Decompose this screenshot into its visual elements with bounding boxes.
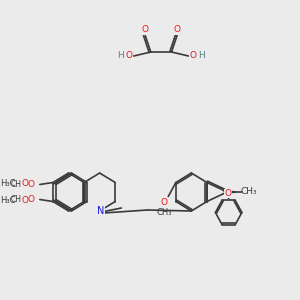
Text: O: O bbox=[28, 180, 35, 189]
Text: O: O bbox=[142, 26, 148, 34]
Text: H₃C: H₃C bbox=[0, 196, 15, 205]
Text: H: H bbox=[117, 52, 124, 61]
Text: CH₃: CH₃ bbox=[11, 180, 25, 189]
Text: O: O bbox=[21, 179, 28, 188]
Text: O: O bbox=[161, 198, 168, 207]
Text: O: O bbox=[125, 52, 133, 61]
Text: CH₃: CH₃ bbox=[11, 195, 25, 204]
Text: O: O bbox=[28, 195, 35, 204]
Text: CH₃: CH₃ bbox=[240, 188, 257, 196]
Text: CH₃: CH₃ bbox=[157, 208, 172, 217]
Text: N: N bbox=[97, 206, 104, 216]
Text: H₃C: H₃C bbox=[0, 179, 15, 188]
Text: O: O bbox=[224, 189, 231, 198]
Text: O: O bbox=[21, 196, 28, 205]
Text: O: O bbox=[174, 26, 181, 34]
Text: O: O bbox=[190, 52, 197, 61]
Text: H: H bbox=[198, 52, 205, 61]
